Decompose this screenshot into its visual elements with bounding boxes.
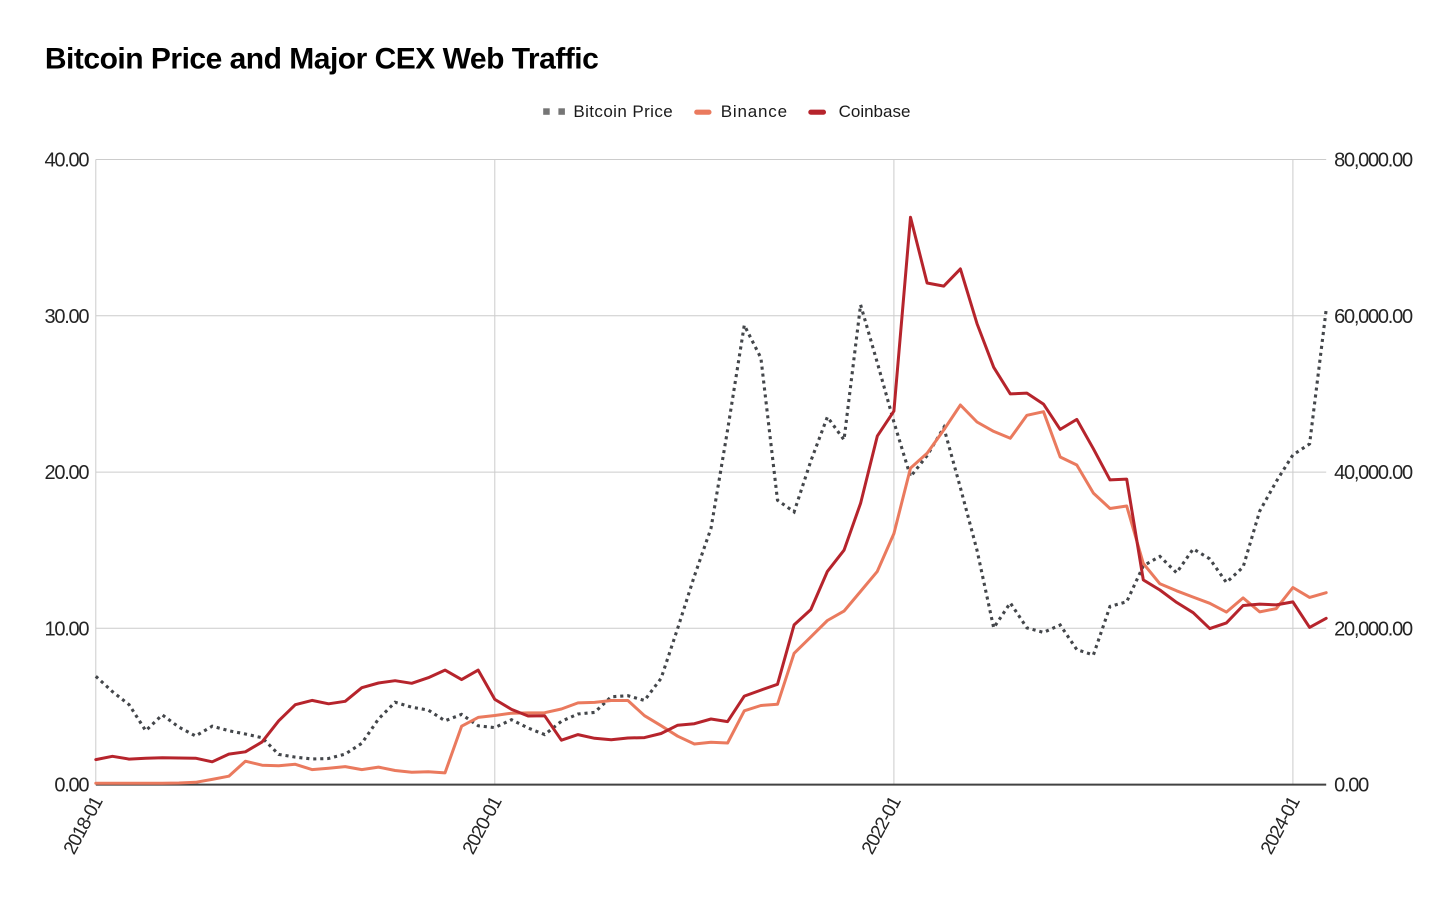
svg-text:20,000.00: 20,000.00 — [1334, 618, 1413, 640]
svg-text:0.00: 0.00 — [54, 775, 89, 797]
svg-text:Coinbase: Coinbase — [839, 102, 911, 121]
svg-text:30.00: 30.00 — [44, 306, 89, 328]
svg-text:40,000.00: 40,000.00 — [1334, 462, 1413, 484]
svg-text:20.00: 20.00 — [44, 462, 89, 484]
svg-text:60,000.00: 60,000.00 — [1334, 306, 1413, 328]
svg-text:80,000.00: 80,000.00 — [1334, 150, 1413, 172]
svg-text:40.00: 40.00 — [44, 150, 89, 172]
svg-text:10.00: 10.00 — [44, 618, 89, 640]
svg-text:0.00: 0.00 — [1334, 775, 1369, 797]
svg-text:Bitcoin Price and Major CEX We: Bitcoin Price and Major CEX Web Traffic — [45, 43, 598, 76]
svg-text:Binance: Binance — [721, 102, 788, 121]
svg-text:Bitcoin Price: Bitcoin Price — [573, 102, 673, 121]
